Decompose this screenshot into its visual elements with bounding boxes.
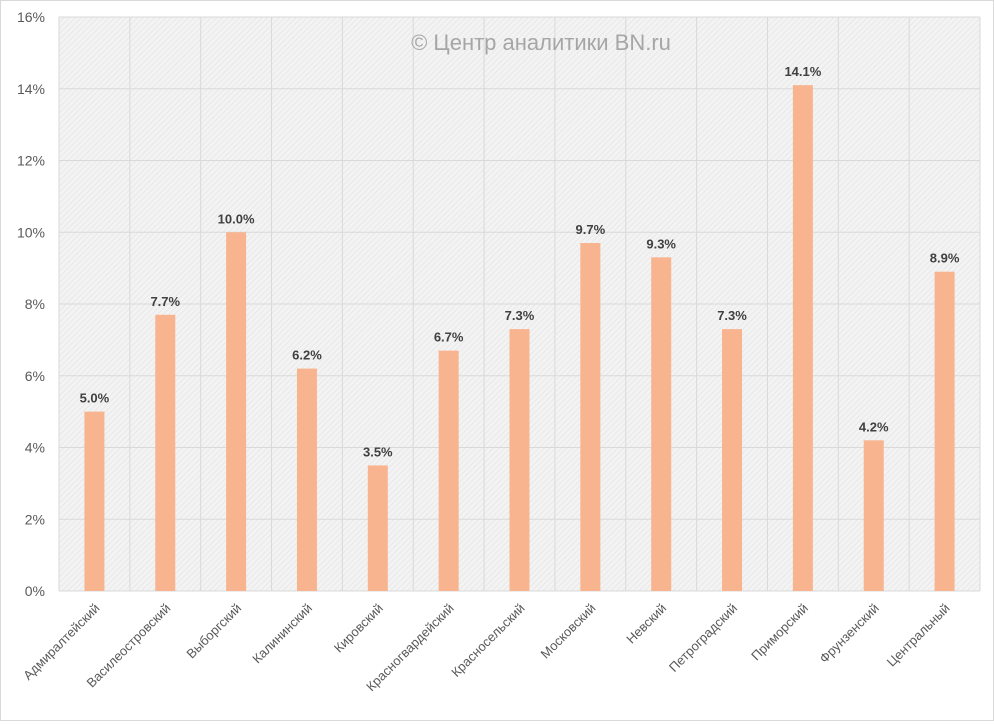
- x-tick-label: Адмиралтейский: [20, 601, 102, 683]
- y-tick-label: 2%: [25, 511, 45, 527]
- bar: [580, 243, 601, 591]
- x-tick-label: Петроградский: [666, 601, 740, 675]
- y-tick-label: 8%: [25, 296, 45, 312]
- watermark: © Центр аналитики BN.ru: [411, 30, 671, 55]
- x-tick-label: Выборгский: [183, 601, 244, 662]
- y-tick-label: 16%: [17, 9, 45, 25]
- data-label: 5.0%: [80, 391, 110, 406]
- bar: [226, 232, 247, 591]
- bar: [792, 85, 813, 591]
- y-tick-label: 10%: [17, 224, 45, 240]
- data-label: 9.3%: [646, 236, 676, 251]
- data-label: 4.2%: [859, 419, 889, 434]
- data-label: 8.9%: [930, 251, 960, 266]
- bar: [438, 350, 459, 591]
- bar: [509, 329, 530, 591]
- data-label: 7.3%: [717, 308, 747, 323]
- x-tick-label: Центральный: [884, 601, 953, 670]
- bar: [863, 440, 884, 591]
- data-label: 6.2%: [292, 348, 322, 363]
- x-tick-label: Невский: [623, 601, 669, 647]
- x-tick-label: Московский: [537, 601, 598, 662]
- bar: [722, 329, 743, 591]
- y-tick-label: 0%: [25, 583, 45, 599]
- y-tick-label: 14%: [17, 81, 45, 97]
- bar: [651, 257, 672, 591]
- data-label: 9.7%: [576, 222, 606, 237]
- data-label: 6.7%: [434, 330, 464, 345]
- y-tick-label: 6%: [25, 368, 45, 384]
- x-tick-label: Кировский: [331, 601, 386, 656]
- data-label: 3.5%: [363, 444, 393, 459]
- data-label: 10.0%: [218, 211, 255, 226]
- bar: [84, 411, 105, 591]
- y-tick-label: 12%: [17, 153, 45, 169]
- data-label: 14.1%: [784, 64, 821, 79]
- x-tick-label: Калининский: [249, 601, 315, 667]
- bar: [934, 271, 955, 591]
- bar: [367, 465, 388, 591]
- x-tick-label: Приморский: [748, 601, 811, 664]
- bar: [155, 314, 176, 591]
- y-tick-label: 4%: [25, 440, 45, 456]
- bar: [296, 368, 317, 591]
- x-tick-label: Красносельский: [448, 601, 527, 680]
- data-label: 7.3%: [505, 308, 535, 323]
- x-tick-label: Фрунзенский: [816, 601, 881, 666]
- data-label: 7.7%: [150, 294, 180, 309]
